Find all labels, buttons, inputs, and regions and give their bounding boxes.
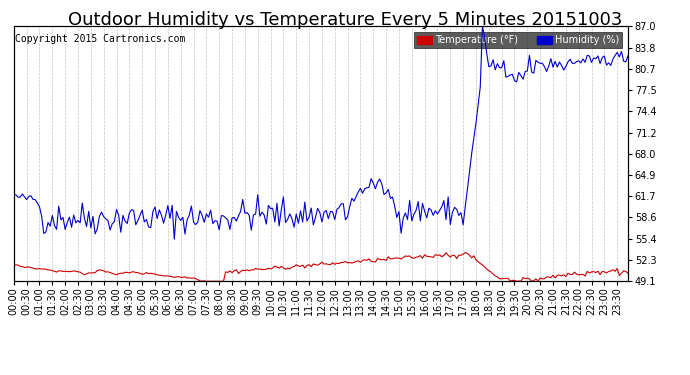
Humidity (%) bbox=[555, 60, 564, 64]
Humidity (%) bbox=[63, 220, 72, 225]
Temperature (°F) bbox=[202, 279, 210, 284]
Humidity (%) bbox=[624, 54, 632, 58]
Temperature (°F) bbox=[322, 262, 331, 266]
Temperature (°F) bbox=[575, 273, 583, 277]
Temperature (°F) bbox=[624, 271, 632, 275]
Humidity (%) bbox=[540, 64, 549, 69]
Temperature (°F) bbox=[461, 250, 469, 255]
Temperature (°F) bbox=[555, 273, 564, 278]
Temperature (°F) bbox=[63, 269, 72, 274]
Humidity (%) bbox=[575, 58, 583, 63]
Temperature (°F) bbox=[530, 278, 538, 283]
Humidity (%) bbox=[10, 192, 18, 197]
Humidity (%) bbox=[478, 24, 486, 28]
Temperature (°F) bbox=[540, 276, 549, 281]
Temperature (°F) bbox=[10, 263, 18, 267]
Humidity (%) bbox=[170, 237, 179, 242]
Humidity (%) bbox=[530, 71, 538, 75]
Line: Humidity (%): Humidity (%) bbox=[14, 26, 628, 239]
Line: Temperature (°F): Temperature (°F) bbox=[14, 252, 628, 281]
Text: Copyright 2015 Cartronics.com: Copyright 2015 Cartronics.com bbox=[15, 34, 186, 44]
Legend: Temperature (°F), Humidity (%): Temperature (°F), Humidity (%) bbox=[414, 32, 622, 48]
Text: Outdoor Humidity vs Temperature Every 5 Minutes 20151003: Outdoor Humidity vs Temperature Every 5 … bbox=[68, 11, 622, 29]
Humidity (%) bbox=[322, 208, 331, 213]
